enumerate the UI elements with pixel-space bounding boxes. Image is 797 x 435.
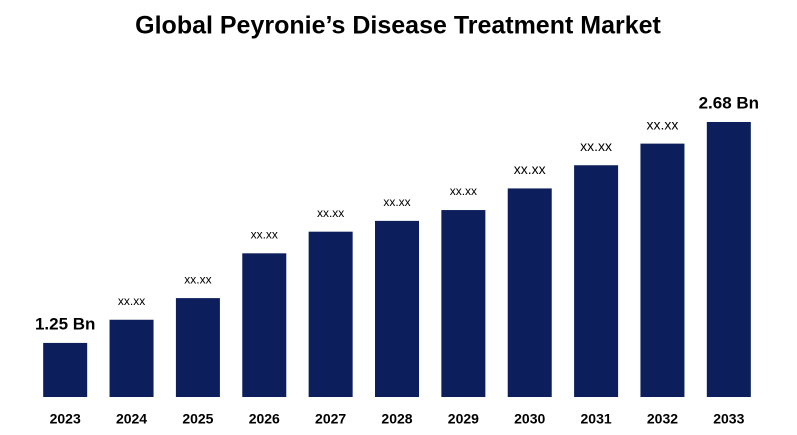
bar <box>308 231 353 397</box>
bar <box>175 298 220 397</box>
bar <box>109 319 154 397</box>
x-tick-label: 2025 <box>182 411 213 427</box>
bar <box>507 188 552 397</box>
x-tick-label: 2033 <box>713 411 744 427</box>
x-tick-label: 2023 <box>50 411 81 427</box>
value-label: xx.xx <box>647 116 679 132</box>
bar <box>43 342 88 397</box>
bar <box>640 143 685 397</box>
value-label: xx.xx <box>251 227 278 241</box>
bar <box>574 165 619 397</box>
value-label: xx.xx <box>317 206 344 220</box>
x-tick-label: 2030 <box>514 411 545 427</box>
x-tick-label: 2028 <box>381 411 412 427</box>
value-label: 1.25 Bn <box>35 314 95 333</box>
x-tick-label: 2027 <box>315 411 346 427</box>
bar <box>441 210 486 397</box>
value-label: xx.xx <box>580 138 612 154</box>
value-label: xx.xx <box>184 272 211 286</box>
bar <box>706 121 751 398</box>
value-label: xx.xx <box>450 184 477 198</box>
x-tick-label: 2029 <box>448 411 479 427</box>
value-label: 2.68 Bn <box>699 93 759 112</box>
value-label: xx.xx <box>383 195 410 209</box>
value-label: xx.xx <box>514 161 546 177</box>
x-tick-label: 2024 <box>116 411 147 427</box>
x-tick-label: 2032 <box>647 411 678 427</box>
chart-title: Global Peyronie’s Disease Treatment Mark… <box>135 12 661 40</box>
x-tick-label: 2026 <box>249 411 280 427</box>
value-label: xx.xx <box>118 294 145 308</box>
bar <box>375 220 419 397</box>
bar <box>242 253 287 397</box>
x-tick-label: 2031 <box>581 411 612 427</box>
